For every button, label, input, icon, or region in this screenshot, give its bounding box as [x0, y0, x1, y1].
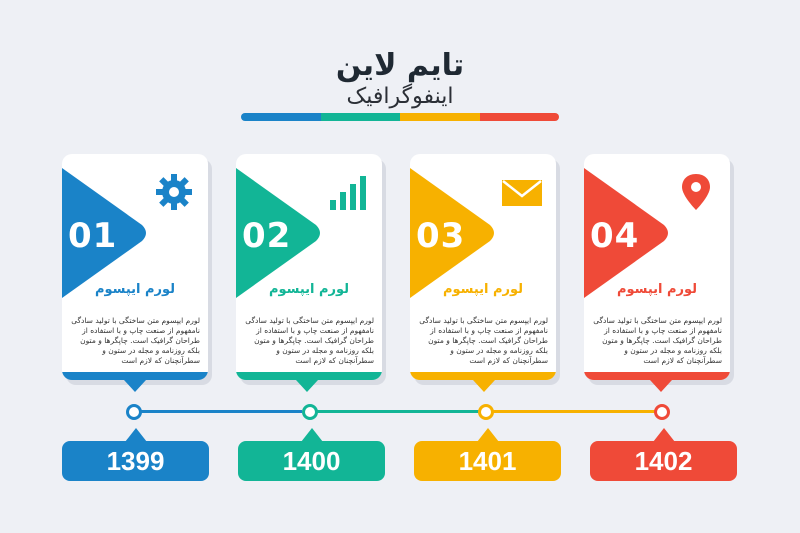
- year-box-pointer: [301, 428, 323, 442]
- year-label: 1400: [282, 446, 341, 476]
- year-box-pointer: [477, 428, 499, 442]
- step-heading: لورم ایپسوم: [442, 282, 524, 297]
- timeline-line-segment: [137, 410, 302, 413]
- card-bottom-stripe: [62, 372, 208, 380]
- year-box-pointer: [653, 428, 675, 442]
- envelope-icon: [502, 180, 542, 206]
- page-subtitle: اینفوگرافیک: [346, 84, 454, 109]
- year-label: 1401: [458, 446, 517, 476]
- card-triangle: [62, 168, 146, 298]
- year-box: 1401: [414, 428, 561, 481]
- color-bar-segment: [241, 113, 321, 121]
- step-number: 04: [590, 216, 640, 256]
- gear-icon: [156, 174, 192, 210]
- card-pointer: [296, 380, 318, 392]
- step-heading: لورم ایپسوم: [94, 282, 176, 297]
- card-bottom-stripe: [584, 372, 730, 380]
- timeline-card-4: 04 لورم ایپسوم لورم ایپسوم متن ساختگی با…: [584, 154, 730, 380]
- timeline-card-3: 03 لورم ایپسوم لورم ایپسوم متن ساختگی با…: [410, 154, 556, 380]
- step-number: 02: [242, 216, 292, 256]
- timeline-node: [654, 404, 670, 420]
- bar-chart-icon: [330, 176, 366, 210]
- year-box: 1400: [238, 428, 385, 481]
- page-title: تایم لاین: [335, 48, 465, 83]
- card-triangle: [410, 168, 494, 298]
- card-bottom-stripe: [410, 372, 556, 380]
- timeline-node: [478, 404, 494, 420]
- step-body: لورم ایپسوم متن ساختگی با تولید سادگی نا…: [593, 316, 722, 365]
- map-pin-icon: [682, 174, 710, 210]
- year-box: 1402: [590, 428, 737, 481]
- step-number: 01: [68, 216, 118, 256]
- timeline-node: [302, 404, 318, 420]
- card-bottom-stripe: [236, 372, 382, 380]
- year-box: 1399: [62, 428, 209, 481]
- step-body: لورم ایپسوم متن ساختگی با تولید سادگی نا…: [245, 316, 374, 365]
- color-bar-segment: [320, 113, 400, 121]
- card-pointer: [124, 380, 146, 392]
- color-bar-segment: [400, 113, 480, 121]
- card-triangle: [236, 168, 320, 298]
- step-number: 03: [416, 216, 466, 256]
- step-heading: لورم ایپسوم: [268, 282, 350, 297]
- year-label: 1399: [106, 446, 165, 476]
- timeline-node: [126, 404, 142, 420]
- card-pointer: [650, 380, 672, 392]
- step-body: لورم ایپسوم متن ساختگی با تولید سادگی نا…: [71, 316, 200, 365]
- timeline-card-2: 02 لورم ایپسوم لورم ایپسوم متن ساختگی با…: [236, 154, 382, 380]
- card-triangle: [584, 168, 668, 298]
- year-box-pointer: [125, 428, 147, 442]
- color-bar-segment: [479, 113, 559, 121]
- color-bar: [241, 113, 559, 121]
- step-heading: لورم ایپسوم: [616, 282, 698, 297]
- timeline-line-segment: [313, 410, 479, 413]
- year-label: 1402: [634, 446, 693, 476]
- timeline-line-segment: [490, 410, 655, 413]
- timeline-card-1: 01 لورم ایپسوم لورم ایپسوم متن ساختگی با…: [62, 154, 208, 380]
- step-body: لورم ایپسوم متن ساختگی با تولید سادگی نا…: [419, 316, 548, 365]
- card-pointer: [473, 380, 495, 392]
